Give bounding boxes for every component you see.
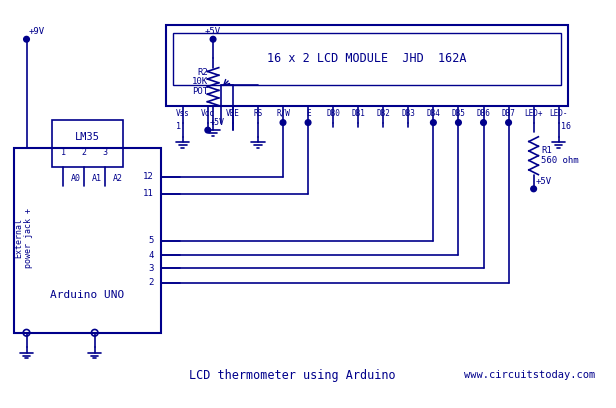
Text: 3: 3 xyxy=(103,149,108,157)
Text: Vss: Vss xyxy=(176,109,190,118)
Text: DB6: DB6 xyxy=(477,109,490,118)
Text: External
power jack +: External power jack + xyxy=(14,208,33,268)
Bar xyxy=(52,120,123,167)
Text: Vcc: Vcc xyxy=(201,109,215,118)
Circle shape xyxy=(23,36,30,42)
Text: 10K: 10K xyxy=(192,78,208,86)
Text: 2: 2 xyxy=(148,278,153,287)
Text: DB1: DB1 xyxy=(351,109,365,118)
Text: www.circuitstoday.com: www.circuitstoday.com xyxy=(464,370,595,380)
Text: A1: A1 xyxy=(92,174,102,183)
Text: +5V: +5V xyxy=(209,118,225,127)
Text: DB3: DB3 xyxy=(402,109,415,118)
Text: LED+: LED+ xyxy=(524,109,543,118)
Text: 16: 16 xyxy=(561,122,570,131)
Text: 5: 5 xyxy=(148,236,153,246)
Text: DB0: DB0 xyxy=(326,109,340,118)
Circle shape xyxy=(210,36,216,42)
Text: 1: 1 xyxy=(61,149,66,157)
Bar xyxy=(14,148,161,333)
Text: +5V: +5V xyxy=(205,27,221,36)
Circle shape xyxy=(480,120,487,125)
Text: E: E xyxy=(306,109,310,118)
Text: LED-: LED- xyxy=(549,109,568,118)
Text: LCD thermometer using Arduino: LCD thermometer using Arduino xyxy=(189,369,396,382)
Text: 16 x 2 LCD MODULE  JHD  162A: 16 x 2 LCD MODULE JHD 162A xyxy=(267,52,466,65)
Text: RS: RS xyxy=(253,109,262,118)
Text: +9V: +9V xyxy=(28,27,44,36)
Text: A0: A0 xyxy=(71,174,81,183)
Text: DB4: DB4 xyxy=(426,109,440,118)
Text: 560 ohm: 560 ohm xyxy=(541,156,579,165)
Circle shape xyxy=(506,120,511,125)
Text: 12: 12 xyxy=(143,172,153,181)
Text: R/W: R/W xyxy=(276,109,290,118)
Text: Arduino UNO: Arduino UNO xyxy=(50,290,124,300)
Circle shape xyxy=(305,120,311,125)
Text: A2: A2 xyxy=(113,174,123,183)
Circle shape xyxy=(205,127,211,133)
Text: +5V: +5V xyxy=(535,177,552,186)
Text: 4: 4 xyxy=(148,251,153,259)
Text: LM35: LM35 xyxy=(75,132,100,142)
Bar xyxy=(166,25,568,106)
Circle shape xyxy=(531,186,537,192)
Circle shape xyxy=(456,120,461,125)
Circle shape xyxy=(431,120,436,125)
Text: 2: 2 xyxy=(82,149,87,157)
Text: DB5: DB5 xyxy=(452,109,465,118)
Text: VEE: VEE xyxy=(226,109,240,118)
Text: 3: 3 xyxy=(148,264,153,273)
Text: 1: 1 xyxy=(176,122,181,131)
Text: R2: R2 xyxy=(198,68,208,77)
Text: R1: R1 xyxy=(541,146,552,155)
Text: 11: 11 xyxy=(143,189,153,198)
Text: DB7: DB7 xyxy=(501,109,516,118)
Circle shape xyxy=(280,120,286,125)
Text: POT: POT xyxy=(192,87,208,96)
Text: DB2: DB2 xyxy=(376,109,390,118)
Bar xyxy=(173,33,561,85)
